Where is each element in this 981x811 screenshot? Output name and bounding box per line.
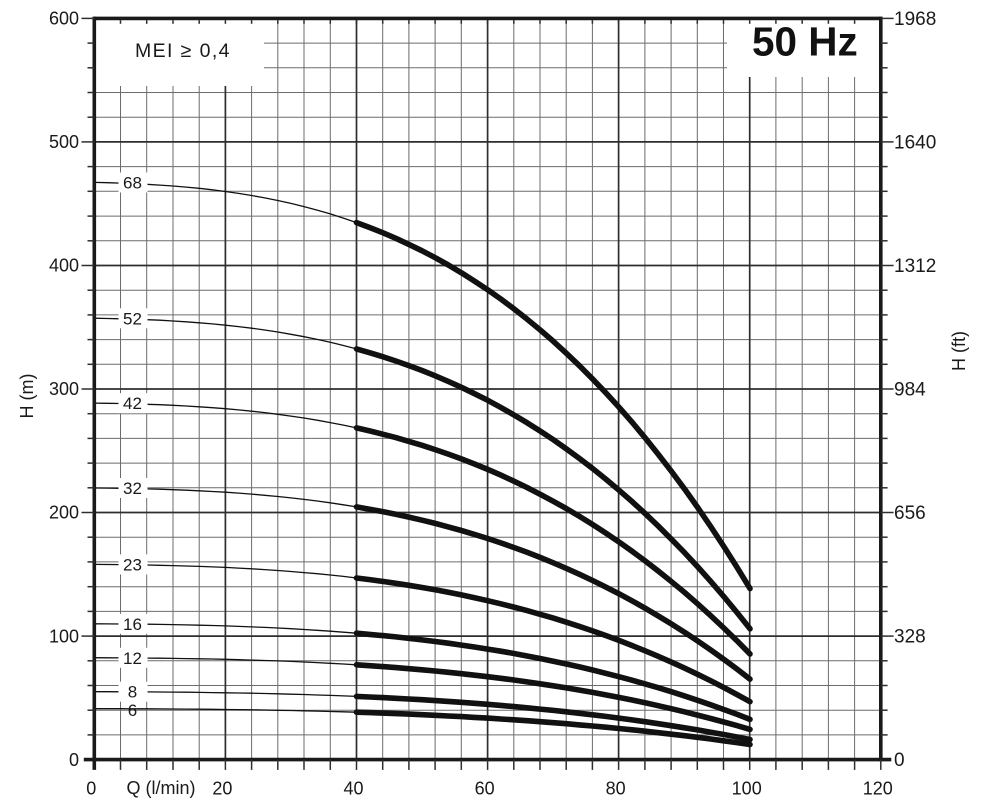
svg-text:23: 23 — [123, 555, 142, 574]
svg-text:400: 400 — [49, 256, 79, 276]
svg-text:656: 656 — [894, 503, 926, 524]
svg-text:60: 60 — [475, 779, 495, 799]
svg-text:12: 12 — [123, 649, 142, 668]
svg-text:Q (l/min): Q (l/min) — [127, 778, 196, 798]
svg-text:40: 40 — [343, 779, 363, 799]
svg-text:0: 0 — [86, 779, 96, 799]
svg-text:300: 300 — [49, 379, 79, 399]
svg-text:328: 328 — [894, 627, 926, 648]
svg-text:16: 16 — [123, 615, 142, 634]
svg-text:20: 20 — [212, 779, 232, 799]
svg-text:80: 80 — [606, 779, 626, 799]
svg-text:H (m): H (m) — [17, 374, 37, 419]
svg-text:8: 8 — [128, 683, 137, 702]
svg-text:1968: 1968 — [894, 9, 936, 30]
svg-text:42: 42 — [123, 394, 142, 413]
svg-text:100: 100 — [49, 626, 79, 646]
svg-text:200: 200 — [49, 503, 79, 523]
svg-text:1312: 1312 — [894, 256, 936, 277]
svg-text:6: 6 — [128, 701, 137, 720]
svg-text:52: 52 — [123, 309, 142, 328]
svg-text:984: 984 — [894, 380, 926, 401]
svg-text:100: 100 — [732, 779, 762, 799]
svg-text:1640: 1640 — [894, 133, 936, 154]
svg-text:0: 0 — [69, 750, 79, 770]
svg-text:H (ft): H (ft) — [949, 331, 969, 371]
svg-text:50 Hz: 50 Hz — [752, 19, 858, 65]
svg-text:0: 0 — [894, 750, 905, 771]
svg-text:600: 600 — [49, 9, 79, 29]
svg-text:MEI ≥ 0,4: MEI ≥ 0,4 — [135, 40, 231, 62]
svg-text:32: 32 — [123, 479, 142, 498]
svg-text:120: 120 — [863, 779, 893, 799]
svg-text:500: 500 — [49, 132, 79, 152]
svg-text:68: 68 — [123, 174, 142, 193]
